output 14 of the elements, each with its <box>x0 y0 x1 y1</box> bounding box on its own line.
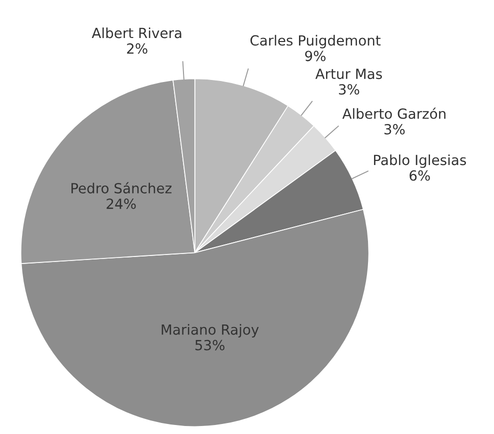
slice-label: Pablo Iglesias <box>374 154 466 168</box>
slice-label: Artur Mas <box>315 68 382 80</box>
data-label: 6% <box>410 170 430 181</box>
slice-label: Alberto Garzón <box>342 108 446 119</box>
data-label: 3% <box>338 84 360 95</box>
slice-label: Mariano Rajoy <box>162 324 259 338</box>
data-label: 9% <box>305 50 326 62</box>
data-label: 24% <box>106 198 136 210</box>
data-label: 3% <box>384 124 405 134</box>
slice-label: Albert Rivera <box>92 27 182 38</box>
data-label: 53% <box>195 340 224 350</box>
slice-label: Carles Puigdemont <box>250 34 381 48</box>
slice-label: Pedro Sánchez <box>71 182 172 194</box>
data-label: 2% <box>127 43 148 54</box>
